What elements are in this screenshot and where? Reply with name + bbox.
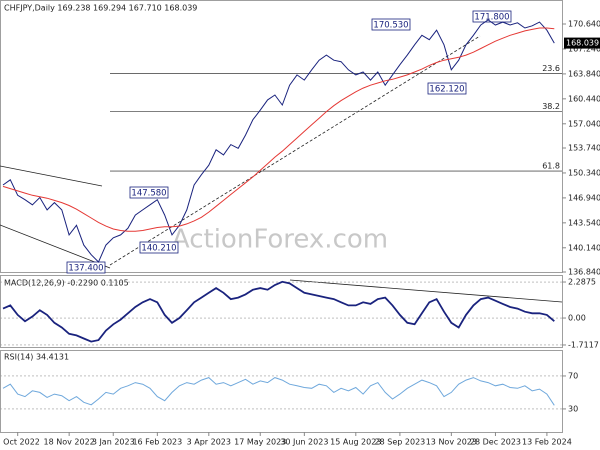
annotation: 171.800: [474, 13, 509, 23]
annotation-box: [129, 186, 169, 199]
price-panel: [0, 0, 563, 273]
x-tick-label: 16 Feb 2023: [132, 438, 182, 447]
x-tick-label: 28 Dec 2023: [470, 438, 521, 447]
y-tick-label: 0.00: [568, 314, 586, 323]
fib-label: 23.6: [542, 64, 560, 73]
y-tick-label: 167.240: [568, 44, 600, 53]
x-tick-label: 17 May 2023: [234, 438, 286, 447]
fib-label: 61.8: [542, 162, 560, 171]
annotation: 147.580: [131, 189, 166, 199]
annotation: 140.210: [141, 244, 176, 254]
y-tick-label: 150.340: [568, 168, 600, 177]
annotation: 170.530: [373, 21, 408, 31]
annotation: 137.400: [68, 264, 103, 274]
y-tick-label: 143.540: [568, 218, 600, 227]
price-label: 168.039: [566, 39, 599, 48]
annotation: 162.120: [429, 85, 464, 95]
rsi-title: RSI(14) 34.4131: [4, 353, 69, 362]
macd-title: MACD(12,26,9) -0.2290 0.1105: [4, 279, 129, 288]
x-tick-label: 3 Apr 2023: [187, 438, 231, 447]
y-tick-label: 2.2875: [568, 278, 596, 287]
price-title: CHFJPY,Daily 169.238 169.294 167.710 168…: [4, 4, 197, 13]
y-tick-label: 153.740: [568, 144, 600, 153]
series-line: [2, 280, 555, 343]
x-tick-label: 13 Nov 2023: [426, 438, 477, 447]
channel-top: [0, 165, 103, 187]
x-tick-label: 30 Jun 2023: [280, 438, 328, 447]
y-tick-label: 170.640: [568, 20, 600, 29]
channel-bottom: [0, 224, 111, 269]
annotation-box: [66, 261, 106, 274]
x-tick-label: 15 Aug 2023: [330, 438, 381, 447]
series-line: [2, 377, 555, 406]
rsi-panel: [0, 350, 563, 433]
y-tick-label: 140.140: [568, 243, 600, 252]
series-line: [2, 19, 555, 263]
y-tick-label: -1.7117: [568, 340, 599, 349]
y-tick-label: 136.840: [568, 268, 600, 277]
annotation-box: [427, 82, 467, 95]
y-tick-label: 157.040: [568, 119, 600, 128]
x-tick-label: 18 Nov 2022: [44, 438, 95, 447]
price-box: [564, 37, 600, 49]
series-line: [2, 27, 555, 232]
x-tick-label: 13 Feb 2024: [522, 438, 572, 447]
annotation-box: [472, 10, 512, 23]
annotation-box: [371, 18, 411, 31]
x-tick-label: 5 Oct 2022: [0, 438, 40, 447]
y-tick-label: 160.440: [568, 94, 600, 103]
y-tick-label: 163.840: [568, 69, 600, 78]
fib-label: 38.2: [542, 102, 560, 111]
macd-trend: [289, 279, 563, 303]
y-tick-label: 30: [568, 404, 578, 413]
x-tick-label: 28 Sep 2023: [375, 438, 426, 447]
x-tick-label: 3 Jan 2023: [92, 438, 135, 447]
watermark: ActionForex.com: [172, 225, 388, 255]
y-tick-label: 70: [568, 371, 578, 380]
macd-panel: [0, 275, 563, 348]
annotation-box: [139, 241, 179, 254]
y-tick-label: 146.940: [568, 193, 600, 202]
